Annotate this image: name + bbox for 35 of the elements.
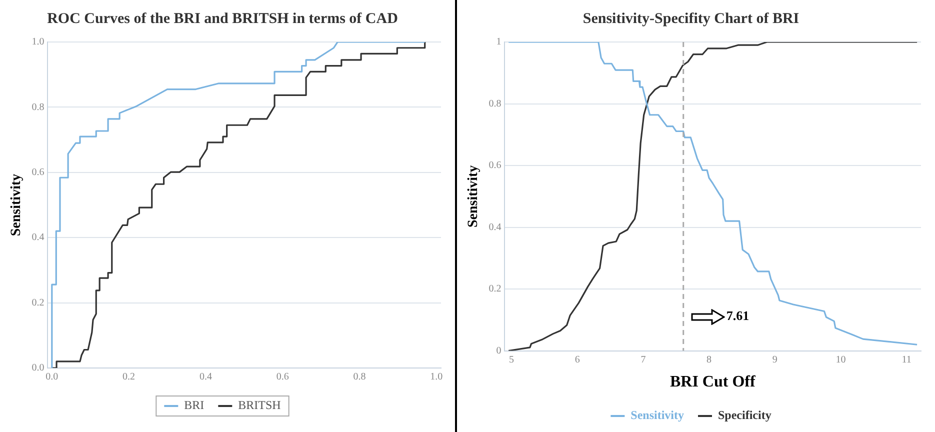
- x-tick-label: 7: [640, 354, 646, 366]
- legend-label: Sensitivity: [630, 408, 684, 422]
- y-tick-label: 0.6: [488, 160, 502, 172]
- x-tick-label: 0.0: [46, 372, 58, 383]
- y-tick-label: 0.6: [32, 167, 44, 178]
- y-tick-label: 0: [496, 345, 502, 356]
- y-tick-label: 0.4: [488, 222, 502, 233]
- y-tick-label: 0.2: [32, 297, 44, 308]
- legend-label: BRITSH: [238, 398, 282, 412]
- legend-label: Specificity: [718, 408, 772, 422]
- x-axis-title: BRI Cut Off: [670, 374, 756, 391]
- chart-title: Sensitivity-Specifity Chart of BRI: [582, 10, 800, 27]
- x-tick-label: 10: [836, 354, 846, 366]
- y-tick-label: 0.0: [32, 362, 44, 374]
- y-tick-label: 1: [496, 36, 502, 48]
- y-tick-label: 0.2: [488, 284, 502, 295]
- annotation: 7.61: [726, 308, 750, 324]
- x-tick-label: 9: [772, 354, 778, 366]
- x-tick-label: 0.8: [353, 372, 366, 383]
- x-tick-label: 5: [509, 354, 514, 366]
- x-tick-label: 0.6: [276, 372, 289, 383]
- y-axis-title: Sensitivity: [466, 165, 482, 228]
- x-tick-label: 11: [902, 354, 912, 366]
- y-axis-title: Sensitivity: [9, 174, 24, 236]
- x-tick-label: 8: [706, 354, 712, 366]
- chart-title: ROC Curves of the BRI and BRITSH in terms of CAD: [47, 10, 398, 27]
- x-tick-label: 6: [574, 354, 580, 366]
- y-tick-label: 0.8: [32, 102, 44, 113]
- legend-label: BRI: [184, 398, 204, 412]
- y-tick-label: 0.4: [32, 232, 44, 244]
- y-tick-label: 0.8: [488, 98, 502, 110]
- x-tick-label: 0.4: [199, 372, 212, 383]
- y-tick-label: 1.0: [32, 36, 44, 48]
- x-tick-label: 1.0: [430, 372, 443, 383]
- x-tick-label: 0.2: [122, 372, 136, 383]
